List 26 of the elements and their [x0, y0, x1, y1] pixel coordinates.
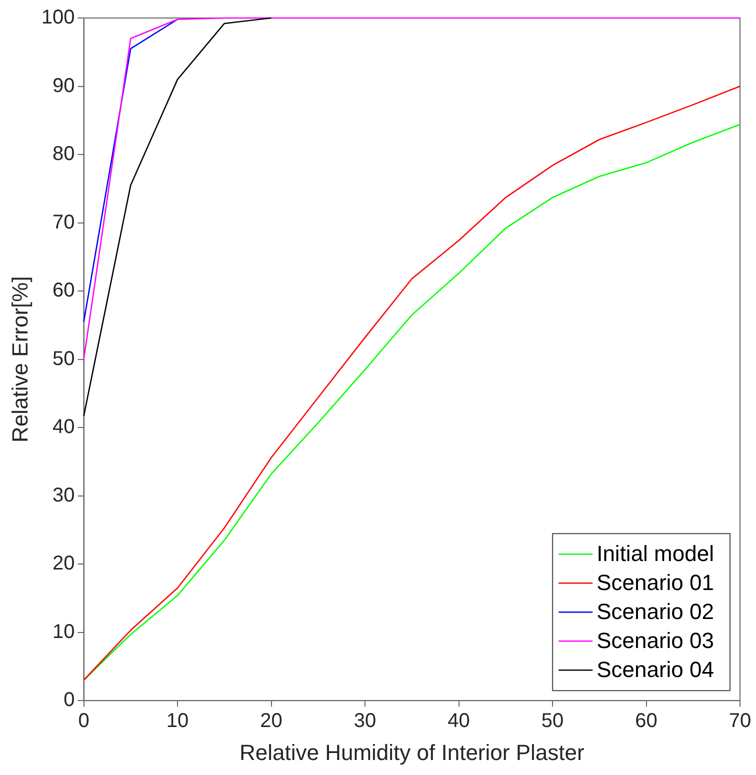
y-tick-label: 0 [64, 689, 75, 712]
y-tick-label: 60 [52, 280, 75, 302]
legend-label: Scenario 03 [596, 628, 714, 654]
y-tick-label: 50 [52, 348, 75, 370]
x-tick-label: 50 [541, 710, 564, 732]
x-tick-label: 30 [354, 710, 376, 732]
x-tick-label: 20 [260, 710, 282, 732]
y-tick-label: 100 [41, 6, 75, 29]
y-tick-label: 10 [52, 620, 75, 643]
x-tick-label: 60 [635, 710, 658, 732]
legend-label: Scenario 02 [596, 599, 714, 624]
y-tick-label: 70 [52, 211, 75, 234]
x-tick-label: 10 [166, 710, 189, 732]
legend-label: Scenario 04 [596, 657, 714, 682]
y-tick-label: 80 [52, 143, 75, 166]
y-axis-title: Relative Error[%] [7, 276, 32, 442]
y-tick-label: 20 [52, 552, 75, 575]
x-tick-label: 40 [448, 710, 470, 732]
x-tick-label: 0 [78, 710, 90, 732]
y-tick-label: 30 [52, 484, 75, 506]
y-tick-label: 90 [52, 74, 75, 97]
x-tick-label: 70 [728, 710, 752, 732]
x-axis-title: Relative Humidity of Interior Plaster [239, 740, 584, 765]
legend-label: Scenario 01 [596, 570, 714, 596]
y-tick-label: 40 [52, 416, 75, 438]
legend-label: Initial model [596, 541, 714, 566]
